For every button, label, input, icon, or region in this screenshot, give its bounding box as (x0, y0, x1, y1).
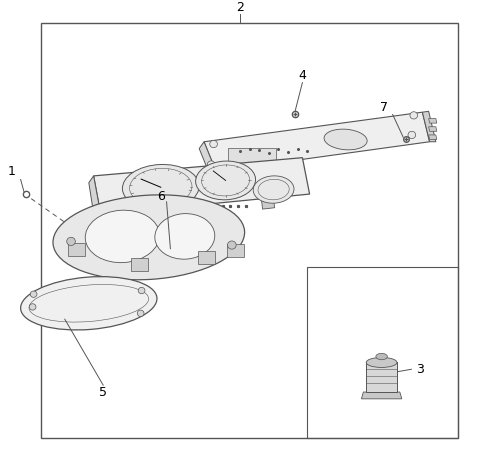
Circle shape (207, 161, 215, 168)
Ellipse shape (21, 277, 157, 330)
Ellipse shape (53, 195, 245, 280)
Text: 6: 6 (157, 190, 165, 203)
Ellipse shape (155, 213, 215, 259)
Circle shape (67, 237, 75, 245)
Circle shape (30, 291, 37, 297)
Circle shape (410, 112, 418, 119)
Ellipse shape (196, 161, 255, 200)
Circle shape (210, 141, 217, 147)
Text: 2: 2 (236, 1, 244, 14)
Polygon shape (361, 392, 402, 399)
Bar (41, 23, 458, 437)
Ellipse shape (324, 129, 367, 150)
Ellipse shape (122, 164, 199, 210)
Circle shape (408, 131, 416, 139)
Text: 7: 7 (380, 101, 388, 114)
Circle shape (228, 241, 236, 249)
Polygon shape (89, 176, 101, 222)
Text: 1: 1 (8, 165, 16, 178)
Circle shape (138, 287, 145, 294)
Bar (131, 258, 148, 271)
Bar (198, 251, 215, 264)
Text: 5: 5 (99, 386, 107, 398)
Ellipse shape (376, 353, 387, 360)
Circle shape (137, 310, 144, 316)
Polygon shape (422, 111, 436, 142)
Polygon shape (105, 214, 116, 224)
Polygon shape (262, 200, 275, 209)
Polygon shape (204, 112, 430, 171)
Bar (307, 267, 458, 437)
Ellipse shape (253, 176, 294, 203)
Polygon shape (429, 127, 437, 131)
Polygon shape (94, 158, 310, 214)
Bar (228, 147, 276, 164)
Ellipse shape (85, 210, 159, 262)
Ellipse shape (366, 357, 397, 367)
Polygon shape (429, 135, 437, 140)
Text: 3: 3 (416, 363, 424, 376)
Polygon shape (199, 142, 216, 178)
Bar (68, 243, 85, 256)
Circle shape (29, 304, 36, 310)
Bar (366, 362, 397, 392)
Text: 4: 4 (299, 69, 306, 82)
Polygon shape (429, 119, 437, 123)
Bar (227, 244, 244, 257)
